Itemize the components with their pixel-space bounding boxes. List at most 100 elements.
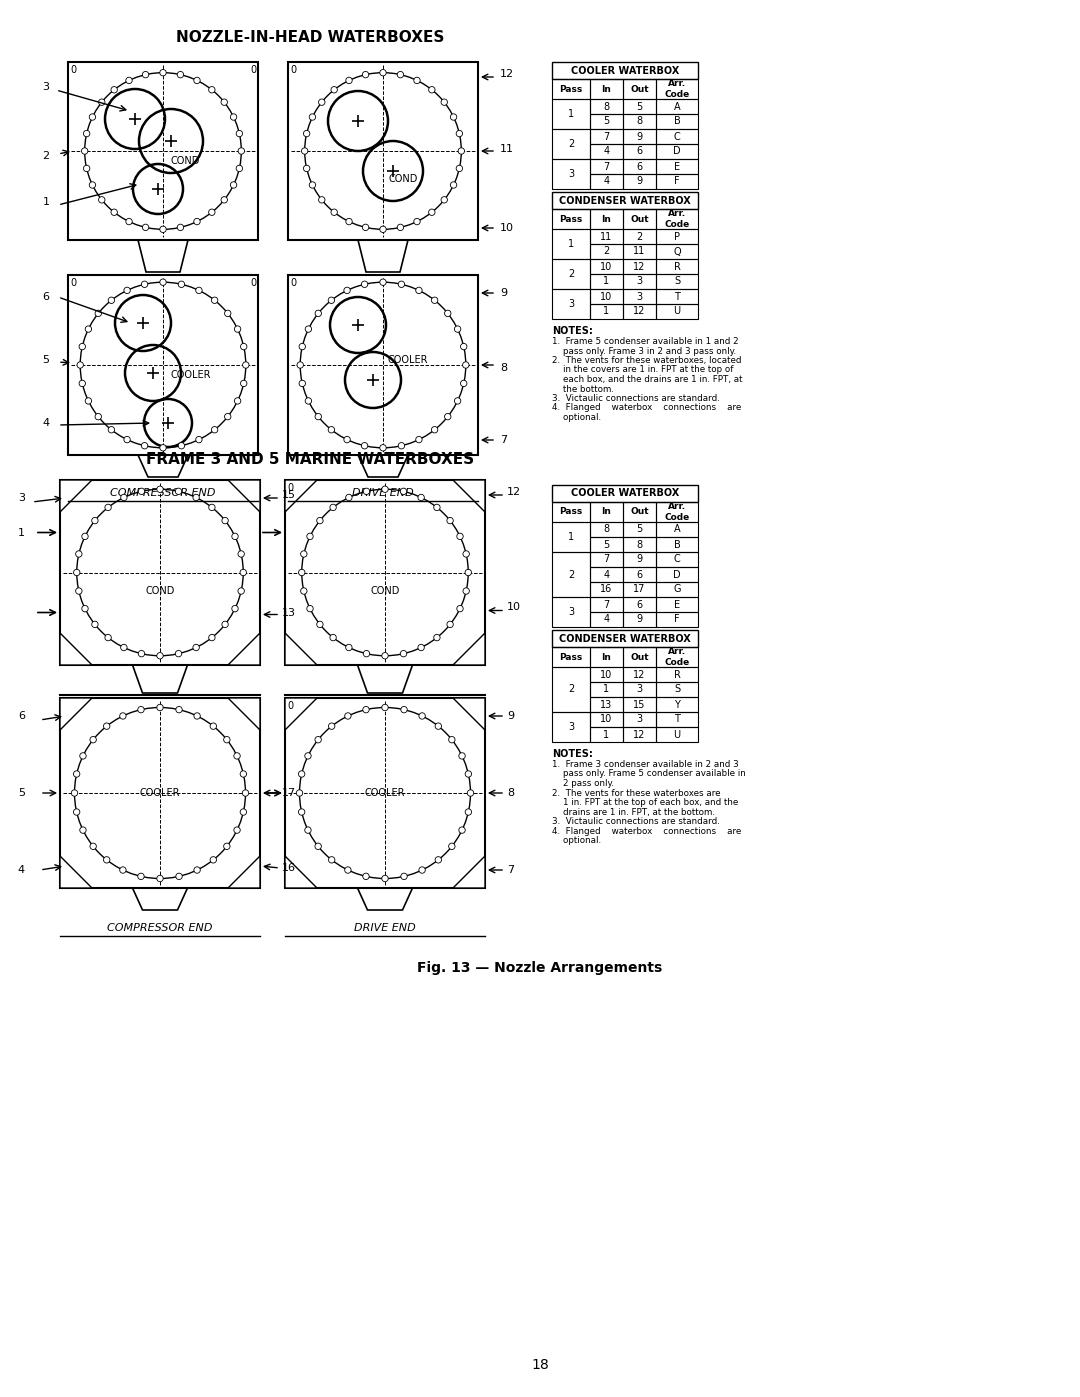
Text: 6: 6 bbox=[636, 162, 643, 172]
Circle shape bbox=[177, 224, 184, 231]
Circle shape bbox=[221, 99, 228, 105]
Bar bbox=[590, 80, 623, 99]
Bar bbox=[623, 726, 656, 742]
Bar bbox=[656, 159, 698, 175]
Text: In: In bbox=[602, 215, 611, 224]
Circle shape bbox=[76, 588, 82, 594]
Text: 0: 0 bbox=[70, 66, 76, 75]
Circle shape bbox=[346, 218, 352, 225]
Circle shape bbox=[419, 712, 426, 719]
Circle shape bbox=[242, 789, 248, 796]
Circle shape bbox=[460, 344, 467, 349]
Bar bbox=[656, 99, 698, 115]
Text: 10: 10 bbox=[600, 261, 612, 271]
Text: 0: 0 bbox=[289, 66, 296, 75]
Bar bbox=[656, 522, 698, 536]
Text: 3.  Victaulic connections are standard.: 3. Victaulic connections are standard. bbox=[552, 394, 720, 402]
Text: CONDENSER WATERBOX: CONDENSER WATERBOX bbox=[559, 633, 691, 644]
Circle shape bbox=[380, 444, 387, 451]
Bar bbox=[623, 144, 656, 159]
Circle shape bbox=[306, 326, 312, 332]
Circle shape bbox=[328, 856, 335, 863]
Text: In: In bbox=[602, 507, 611, 517]
Text: 3: 3 bbox=[568, 299, 575, 309]
Circle shape bbox=[445, 414, 451, 420]
Text: 13: 13 bbox=[282, 608, 296, 617]
Circle shape bbox=[230, 182, 237, 189]
Circle shape bbox=[98, 99, 105, 105]
Text: 12: 12 bbox=[500, 68, 514, 80]
Bar bbox=[60, 481, 260, 665]
Circle shape bbox=[82, 534, 89, 539]
Text: 6: 6 bbox=[42, 292, 50, 302]
Text: 1: 1 bbox=[604, 306, 609, 317]
Circle shape bbox=[448, 844, 455, 849]
Circle shape bbox=[208, 210, 215, 215]
Text: Q: Q bbox=[673, 246, 680, 257]
Bar bbox=[590, 522, 623, 536]
Bar bbox=[656, 258, 698, 274]
Text: 16: 16 bbox=[600, 584, 612, 595]
Circle shape bbox=[307, 534, 313, 539]
Text: 12: 12 bbox=[633, 306, 646, 317]
Circle shape bbox=[234, 398, 241, 404]
Text: 6: 6 bbox=[636, 570, 643, 580]
Circle shape bbox=[345, 866, 351, 873]
Polygon shape bbox=[60, 698, 92, 731]
Text: 8: 8 bbox=[636, 116, 643, 127]
Circle shape bbox=[431, 298, 437, 303]
Bar bbox=[552, 552, 590, 597]
Circle shape bbox=[346, 77, 352, 84]
Circle shape bbox=[71, 789, 78, 796]
Circle shape bbox=[178, 443, 185, 448]
Circle shape bbox=[208, 87, 215, 94]
Circle shape bbox=[85, 398, 92, 404]
Circle shape bbox=[450, 113, 457, 120]
Text: COOLER: COOLER bbox=[139, 788, 180, 798]
Bar bbox=[656, 80, 698, 99]
Circle shape bbox=[316, 622, 323, 627]
Bar bbox=[552, 485, 698, 502]
Circle shape bbox=[429, 210, 435, 215]
Circle shape bbox=[459, 827, 465, 833]
Circle shape bbox=[108, 298, 114, 303]
Text: 5: 5 bbox=[42, 355, 50, 365]
Circle shape bbox=[319, 99, 325, 105]
Polygon shape bbox=[453, 633, 485, 665]
Text: 6: 6 bbox=[636, 147, 643, 156]
Circle shape bbox=[90, 844, 96, 849]
Circle shape bbox=[160, 279, 166, 285]
Bar bbox=[590, 305, 623, 319]
Polygon shape bbox=[285, 698, 318, 731]
Polygon shape bbox=[228, 481, 260, 511]
Text: 0: 0 bbox=[249, 278, 256, 288]
Text: 1: 1 bbox=[42, 197, 50, 207]
Circle shape bbox=[208, 634, 215, 641]
Circle shape bbox=[90, 113, 96, 120]
Text: pass only. Frame 5 condenser available in: pass only. Frame 5 condenser available i… bbox=[552, 770, 746, 778]
Circle shape bbox=[345, 712, 351, 719]
Text: U: U bbox=[674, 729, 680, 739]
Text: 11: 11 bbox=[600, 232, 612, 242]
Circle shape bbox=[363, 651, 369, 657]
Circle shape bbox=[211, 856, 216, 863]
Bar bbox=[623, 129, 656, 144]
Circle shape bbox=[193, 644, 200, 651]
Circle shape bbox=[176, 873, 183, 880]
Bar bbox=[656, 210, 698, 229]
Circle shape bbox=[328, 298, 335, 303]
Circle shape bbox=[456, 130, 462, 137]
Bar bbox=[590, 159, 623, 175]
Bar bbox=[623, 289, 656, 305]
Bar bbox=[590, 597, 623, 612]
Circle shape bbox=[157, 652, 163, 659]
Circle shape bbox=[303, 165, 310, 172]
Circle shape bbox=[175, 488, 181, 495]
Text: In: In bbox=[602, 652, 611, 662]
Circle shape bbox=[459, 753, 465, 759]
Circle shape bbox=[330, 87, 337, 94]
Circle shape bbox=[346, 644, 352, 651]
Text: 17: 17 bbox=[633, 584, 646, 595]
Circle shape bbox=[85, 326, 92, 332]
Circle shape bbox=[419, 866, 426, 873]
